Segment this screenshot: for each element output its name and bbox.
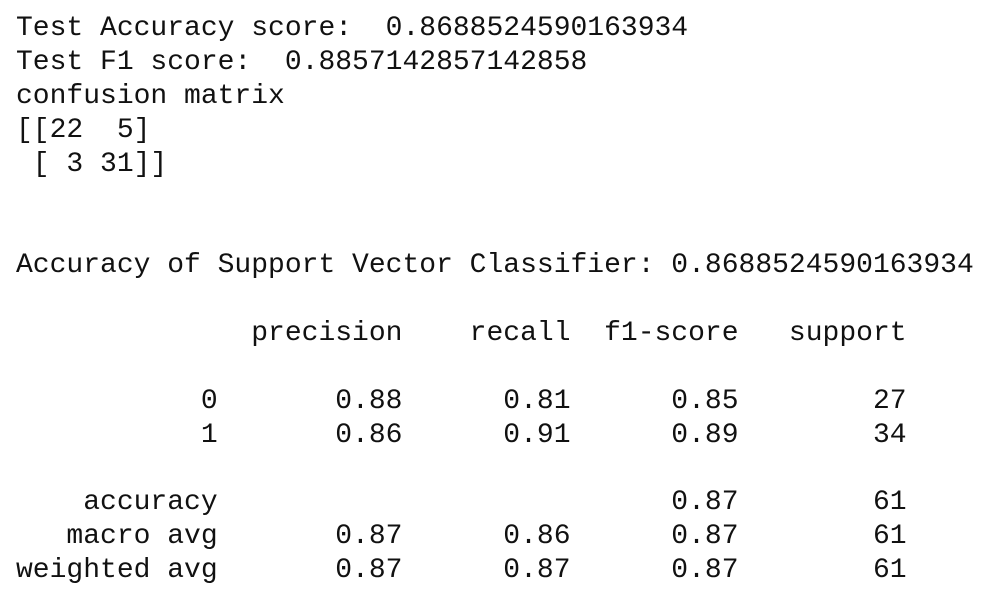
confusion-matrix-row-2: [ 3 31]] <box>16 148 168 180</box>
report-row-class-1: 1 0.86 0.91 0.89 34 <box>16 419 907 451</box>
svc-accuracy-line: Accuracy of Support Vector Classifier: 0… <box>16 250 974 282</box>
console-output: Test Accuracy score: 0.8688524590163934 T… <box>16 12 974 588</box>
blank-line <box>16 181 974 215</box>
confusion-matrix-row-1: [[22 5] <box>16 114 151 146</box>
confusion-matrix-title: confusion matrix <box>16 80 285 112</box>
report-header-row: precision recall f1-score support <box>16 318 907 350</box>
report-row-weighted-avg: weighted avg 0.87 0.87 0.87 61 <box>16 555 907 587</box>
blank-line <box>16 351 974 385</box>
report-row-macro-avg: macro avg 0.87 0.86 0.87 61 <box>16 521 907 553</box>
test-accuracy-line: Test Accuracy score: 0.8688524590163934 <box>16 13 689 44</box>
report-row-accuracy: accuracy 0.87 61 <box>16 487 907 519</box>
blank-line <box>16 215 974 249</box>
blank-line <box>16 283 974 317</box>
report-row-class-0: 0 0.88 0.81 0.85 27 <box>16 385 907 417</box>
test-f1-line: Test F1 score: 0.8857142857142858 <box>16 46 588 78</box>
blank-line <box>16 453 974 487</box>
